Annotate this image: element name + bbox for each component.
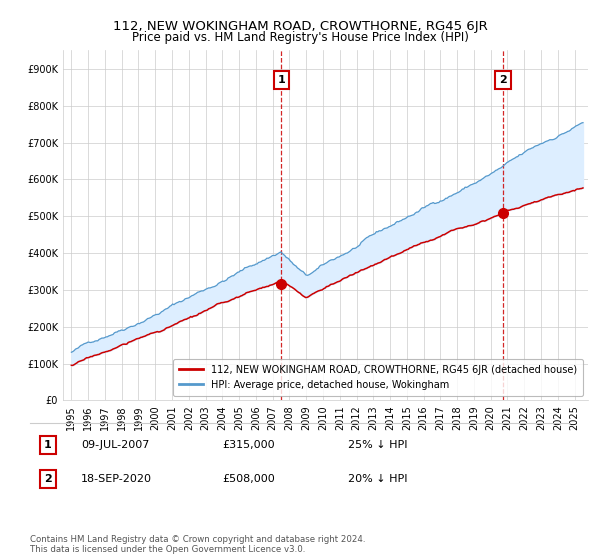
Text: 2: 2	[44, 474, 52, 484]
Text: 18-SEP-2020: 18-SEP-2020	[81, 474, 152, 484]
Text: £315,000: £315,000	[222, 440, 275, 450]
Text: 1: 1	[44, 440, 52, 450]
Text: 20% ↓ HPI: 20% ↓ HPI	[348, 474, 407, 484]
Text: 2: 2	[499, 75, 506, 85]
Text: 25% ↓ HPI: 25% ↓ HPI	[348, 440, 407, 450]
Text: 09-JUL-2007: 09-JUL-2007	[81, 440, 149, 450]
Text: 1: 1	[278, 75, 285, 85]
Legend: 112, NEW WOKINGHAM ROAD, CROWTHORNE, RG45 6JR (detached house), HPI: Average pri: 112, NEW WOKINGHAM ROAD, CROWTHORNE, RG4…	[173, 359, 583, 395]
Text: 112, NEW WOKINGHAM ROAD, CROWTHORNE, RG45 6JR: 112, NEW WOKINGHAM ROAD, CROWTHORNE, RG4…	[113, 20, 487, 32]
Text: Contains HM Land Registry data © Crown copyright and database right 2024.
This d: Contains HM Land Registry data © Crown c…	[30, 535, 365, 554]
Text: Price paid vs. HM Land Registry's House Price Index (HPI): Price paid vs. HM Land Registry's House …	[131, 31, 469, 44]
Text: £508,000: £508,000	[222, 474, 275, 484]
